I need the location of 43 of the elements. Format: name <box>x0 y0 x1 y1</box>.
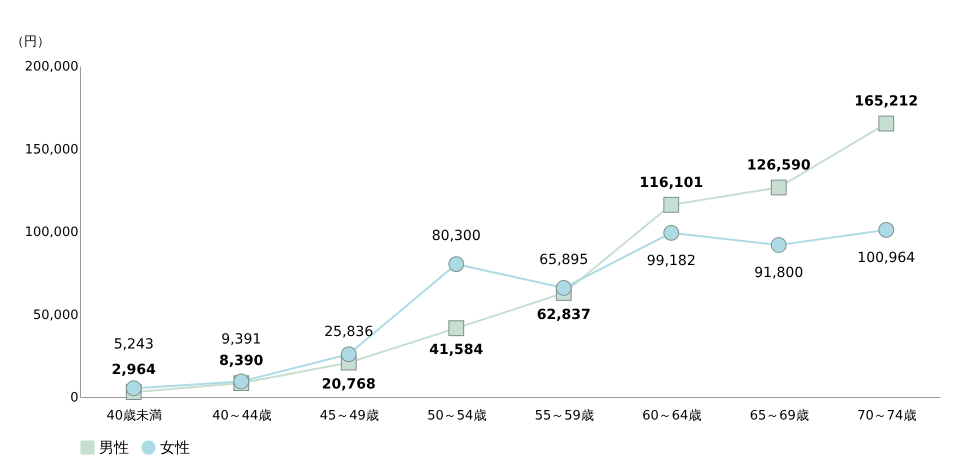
data-label: 62,837 <box>536 307 591 324</box>
data-label: 126,590 <box>746 157 811 174</box>
data-label: 80,300 <box>432 228 481 244</box>
x-tick-label: 40歳未満 <box>106 408 162 424</box>
x-tick-label: 70～74歳 <box>857 408 916 424</box>
data-label: 20,768 <box>322 376 376 393</box>
data-label: 91,800 <box>754 265 804 282</box>
data-label: 2,964 <box>112 362 156 378</box>
legend-label: 男性 <box>99 438 129 457</box>
point <box>770 237 787 253</box>
data-label: 25,836 <box>324 324 374 340</box>
x-tick-label: 50～54歳 <box>427 408 486 424</box>
point <box>126 380 142 396</box>
data-label: 9,391 <box>221 331 262 348</box>
y-tick-label: 100,000 <box>24 225 78 240</box>
point <box>770 180 787 196</box>
data-label: 165,212 <box>854 94 918 110</box>
data-label: 41,584 <box>429 342 484 358</box>
data-label: 8,390 <box>219 353 264 370</box>
data-label: 65,895 <box>539 252 588 268</box>
point <box>663 224 680 241</box>
data-label: 116,101 <box>639 174 704 191</box>
data-label: 99,182 <box>646 252 696 269</box>
legend-label: 女性 <box>160 438 190 457</box>
point <box>340 346 357 362</box>
y-tick-label: 0 <box>70 390 78 406</box>
x-tick-label: 60～64歳 <box>642 408 702 424</box>
y-tick-label: 50,000 <box>33 308 78 323</box>
point <box>448 256 464 272</box>
point <box>448 320 464 336</box>
point <box>556 280 572 296</box>
y-axis-title: （円） <box>11 34 50 50</box>
point <box>878 116 894 132</box>
y-tick-label: 200,000 <box>24 60 78 74</box>
point <box>663 196 680 213</box>
x-tick-label: 40～44歳 <box>212 408 272 424</box>
x-tick-label: 55～59歳 <box>534 408 594 424</box>
point <box>878 222 894 238</box>
data-label: 5,243 <box>114 336 154 352</box>
x-tick-label: 65～69歳 <box>750 408 809 424</box>
x-tick-label: 45～49歳 <box>320 408 379 424</box>
y-tick-label: 150,000 <box>24 142 78 158</box>
data-label: 100,964 <box>857 250 916 266</box>
